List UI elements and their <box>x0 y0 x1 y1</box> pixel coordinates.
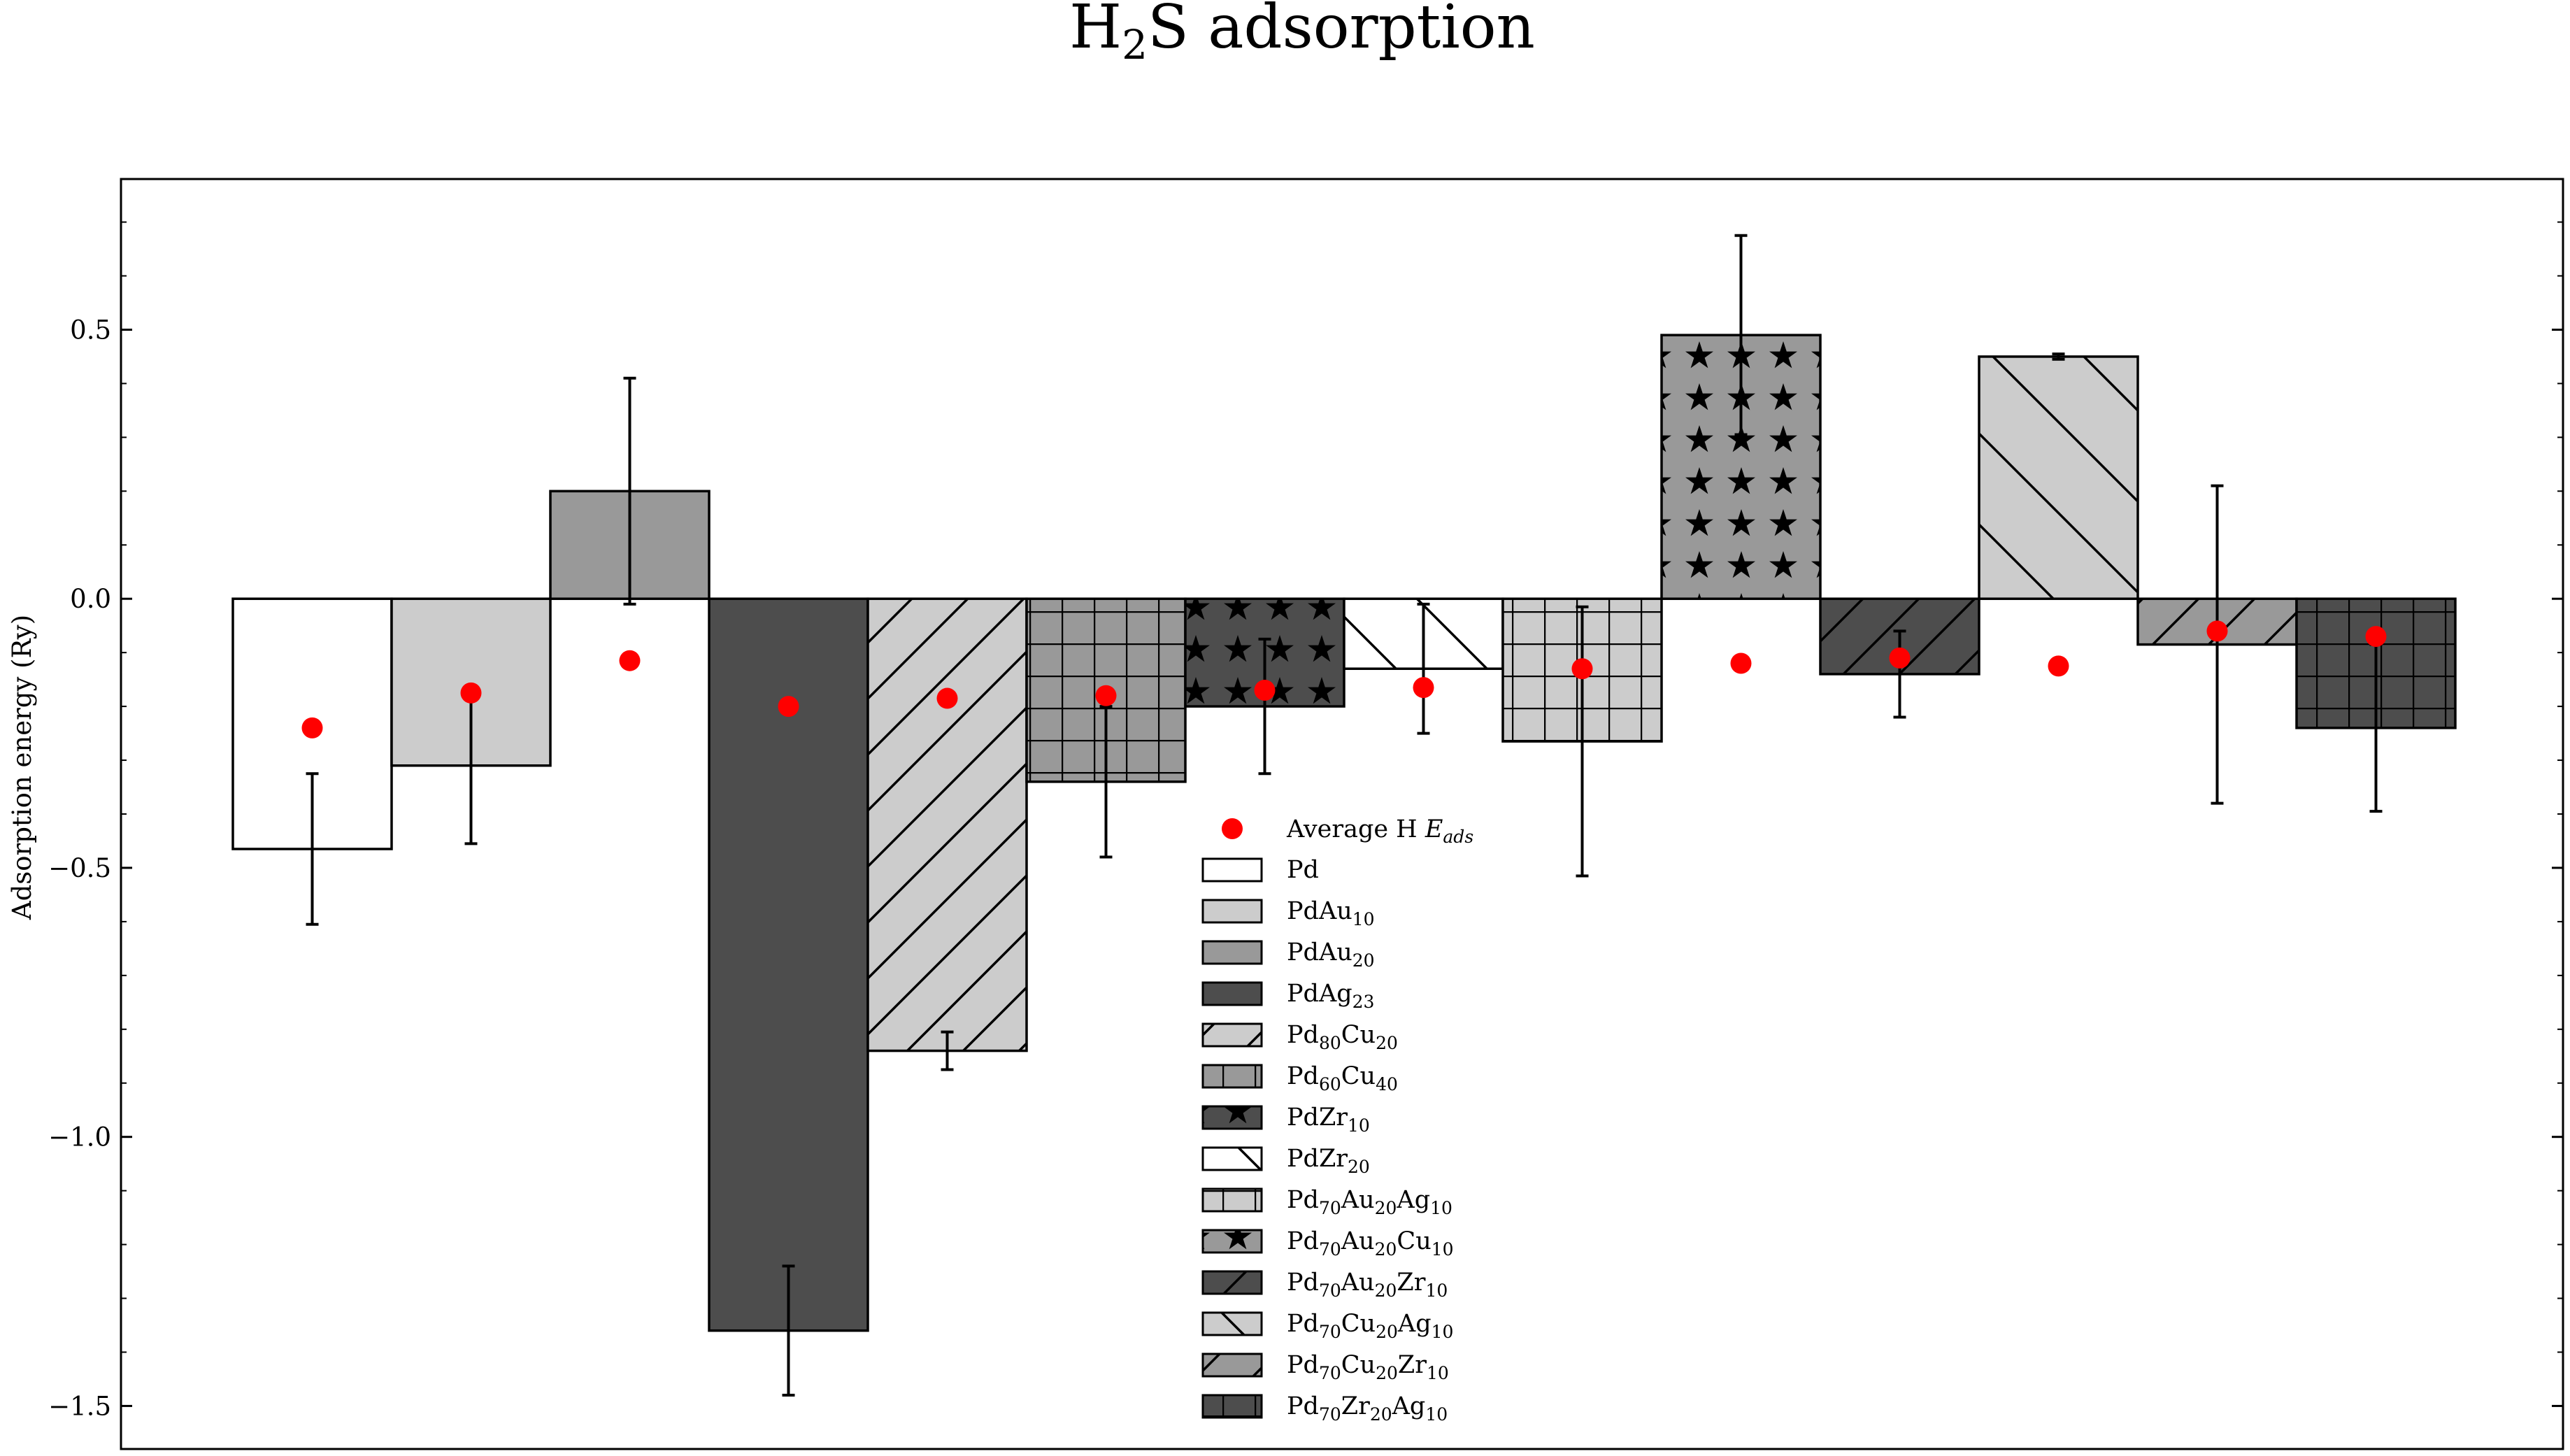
avg-h-point-0 <box>301 717 323 738</box>
legend-swatch-hatch-7 <box>1203 1148 1262 1170</box>
y-tick-label: 0.5 <box>70 315 111 345</box>
legend-swatch-outline-5 <box>1201 1064 1263 1089</box>
legend-swatch-0 <box>1203 859 1262 881</box>
legend-swatch-outline-11 <box>1201 1311 1263 1336</box>
legend-marker-average-h <box>1222 818 1243 839</box>
avg-h-point-2 <box>619 650 641 671</box>
legend-swatch-outline-7 <box>1201 1146 1263 1171</box>
legend-swatch-hatch-8 <box>1203 1189 1262 1211</box>
legend-label-6: PdZr10 <box>1287 1104 1370 1136</box>
legend-swatch-outline-1 <box>1201 899 1263 924</box>
avg-h-point-11 <box>2048 655 2069 677</box>
y-tick-label: 0.0 <box>70 584 111 614</box>
legend-label-8: Pd70Au20Ag10 <box>1287 1186 1452 1218</box>
legend-label-3: PdAg23 <box>1287 980 1374 1012</box>
legend-label-2: PdAu20 <box>1287 938 1375 971</box>
legend-swatch-hatch-13 <box>1203 1395 1262 1418</box>
legend-swatch-outline-6 <box>1201 1105 1263 1130</box>
y-axis-label: Adsorption energy (Ry) <box>7 615 37 920</box>
y-tick-label: −0.5 <box>48 853 111 883</box>
legend-swatch-hatch-5 <box>1203 1065 1262 1087</box>
avg-h-point-4 <box>936 687 958 709</box>
legend-label-4: Pd80Cu20 <box>1287 1021 1398 1053</box>
legend-swatch-hatch-6 <box>1203 1106 1262 1129</box>
legend-swatch-outline-3 <box>1201 981 1263 1006</box>
avg-h-point-5 <box>1095 685 1117 706</box>
legend-swatch-outline-2 <box>1201 940 1263 965</box>
avg-h-point-3 <box>778 696 799 718</box>
legend-swatch-outline-10 <box>1201 1270 1263 1295</box>
legend-label-average-h: Average H Eads <box>1286 815 1473 847</box>
bar-3 <box>709 599 868 1331</box>
error-bars <box>306 234 2383 1397</box>
avg-h-point-9 <box>1730 652 1752 674</box>
average-h-points <box>301 620 2387 738</box>
legend-label-10: Pd70Au20Zr10 <box>1287 1269 1448 1301</box>
legend-swatch-hatch-9 <box>1203 1230 1262 1252</box>
bar-hatch-11 <box>1979 356 2138 599</box>
legend-label-13: Pd70Zr20Ag10 <box>1287 1392 1448 1425</box>
avg-h-point-6 <box>1254 680 1276 701</box>
legend-label-5: Pd60Cu40 <box>1287 1062 1398 1094</box>
legend-swatch-hatch-12 <box>1203 1354 1262 1376</box>
bar-hatch-4 <box>868 599 1027 1051</box>
legend-swatch-hatch-11 <box>1203 1313 1262 1335</box>
legend-swatch-outline-8 <box>1201 1187 1263 1213</box>
legend-label-0: Pd <box>1287 856 1319 884</box>
avg-h-point-1 <box>460 682 482 704</box>
legend-swatch-2 <box>1203 941 1262 964</box>
y-tick-label: −1.5 <box>48 1391 111 1421</box>
avg-h-point-7 <box>1413 677 1434 699</box>
avg-h-point-13 <box>2365 626 2387 648</box>
legend-swatch-outline-13 <box>1201 1394 1263 1419</box>
chart-title: H2S adsorption <box>1069 0 1535 69</box>
legend-label-1: PdAu10 <box>1287 897 1375 929</box>
avg-h-point-8 <box>1571 658 1593 680</box>
legend-swatch-hatch-4 <box>1203 1024 1262 1046</box>
avg-h-point-12 <box>2206 620 2228 642</box>
legend-swatch-hatch-10 <box>1203 1271 1262 1294</box>
legend-swatch-outline-0 <box>1201 857 1263 883</box>
y-tick-label: −1.0 <box>48 1122 111 1152</box>
legend-swatch-1 <box>1203 900 1262 922</box>
legend: Average H Eads Pd PdAu10 PdAu20 PdAg23 Pd80Cu… <box>1201 815 1473 1425</box>
legend-swatch-3 <box>1203 983 1262 1005</box>
legend-swatch-outline-4 <box>1201 1022 1263 1048</box>
legend-label-11: Pd70Cu20Ag10 <box>1287 1310 1453 1342</box>
legend-label-12: Pd70Cu20Zr10 <box>1287 1351 1449 1383</box>
legend-swatch-outline-9 <box>1201 1229 1263 1254</box>
legend-swatch-outline-12 <box>1201 1352 1263 1378</box>
legend-label-9: Pd70Au20Cu10 <box>1287 1227 1454 1259</box>
plot-frame <box>120 178 2564 1450</box>
legend-label-7: PdZr20 <box>1287 1145 1370 1177</box>
y-ticks: 0.5 0.0 −0.5 −1.0 −1.5 <box>48 221 2563 1421</box>
avg-h-point-10 <box>1889 647 1911 669</box>
